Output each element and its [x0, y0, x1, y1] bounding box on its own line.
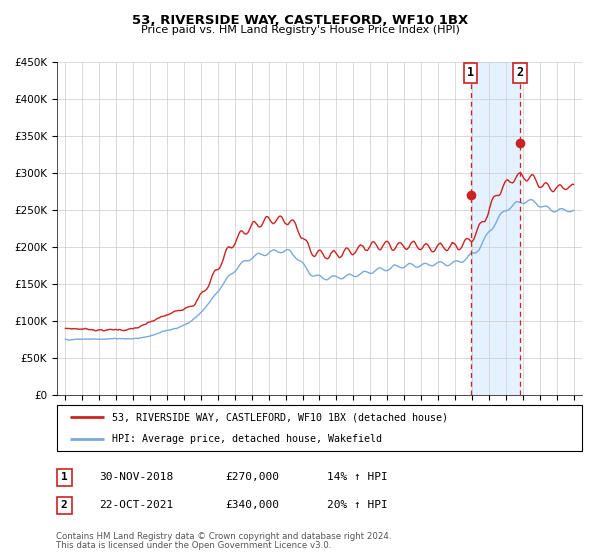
Text: 20% ↑ HPI: 20% ↑ HPI [327, 500, 388, 510]
Bar [470, 62, 520, 395]
Text: 1: 1 [467, 66, 474, 79]
Text: £340,000: £340,000 [225, 500, 279, 510]
Text: 22-OCT-2021: 22-OCT-2021 [99, 500, 173, 510]
Text: £270,000: £270,000 [225, 472, 279, 482]
Text: Price paid vs. HM Land Registry's House Price Index (HPI): Price paid vs. HM Land Registry's House … [140, 25, 460, 35]
Text: HPI: Average price, detached house, Wakefield: HPI: Average price, detached house, Wake… [112, 435, 382, 444]
Text: This data is licensed under the Open Government Licence v3.0.: This data is licensed under the Open Gov… [56, 541, 331, 550]
Text: 14% ↑ HPI: 14% ↑ HPI [327, 472, 388, 482]
Text: Contains HM Land Registry data © Crown copyright and database right 2024.: Contains HM Land Registry data © Crown c… [56, 532, 391, 541]
Text: 2: 2 [61, 500, 68, 510]
Text: 1: 1 [61, 472, 68, 482]
Text: 2: 2 [516, 66, 523, 79]
Text: 53, RIVERSIDE WAY, CASTLEFORD, WF10 1BX: 53, RIVERSIDE WAY, CASTLEFORD, WF10 1BX [132, 14, 468, 27]
Text: 30-NOV-2018: 30-NOV-2018 [99, 472, 173, 482]
Text: 53, RIVERSIDE WAY, CASTLEFORD, WF10 1BX (detached house): 53, RIVERSIDE WAY, CASTLEFORD, WF10 1BX … [112, 412, 448, 422]
